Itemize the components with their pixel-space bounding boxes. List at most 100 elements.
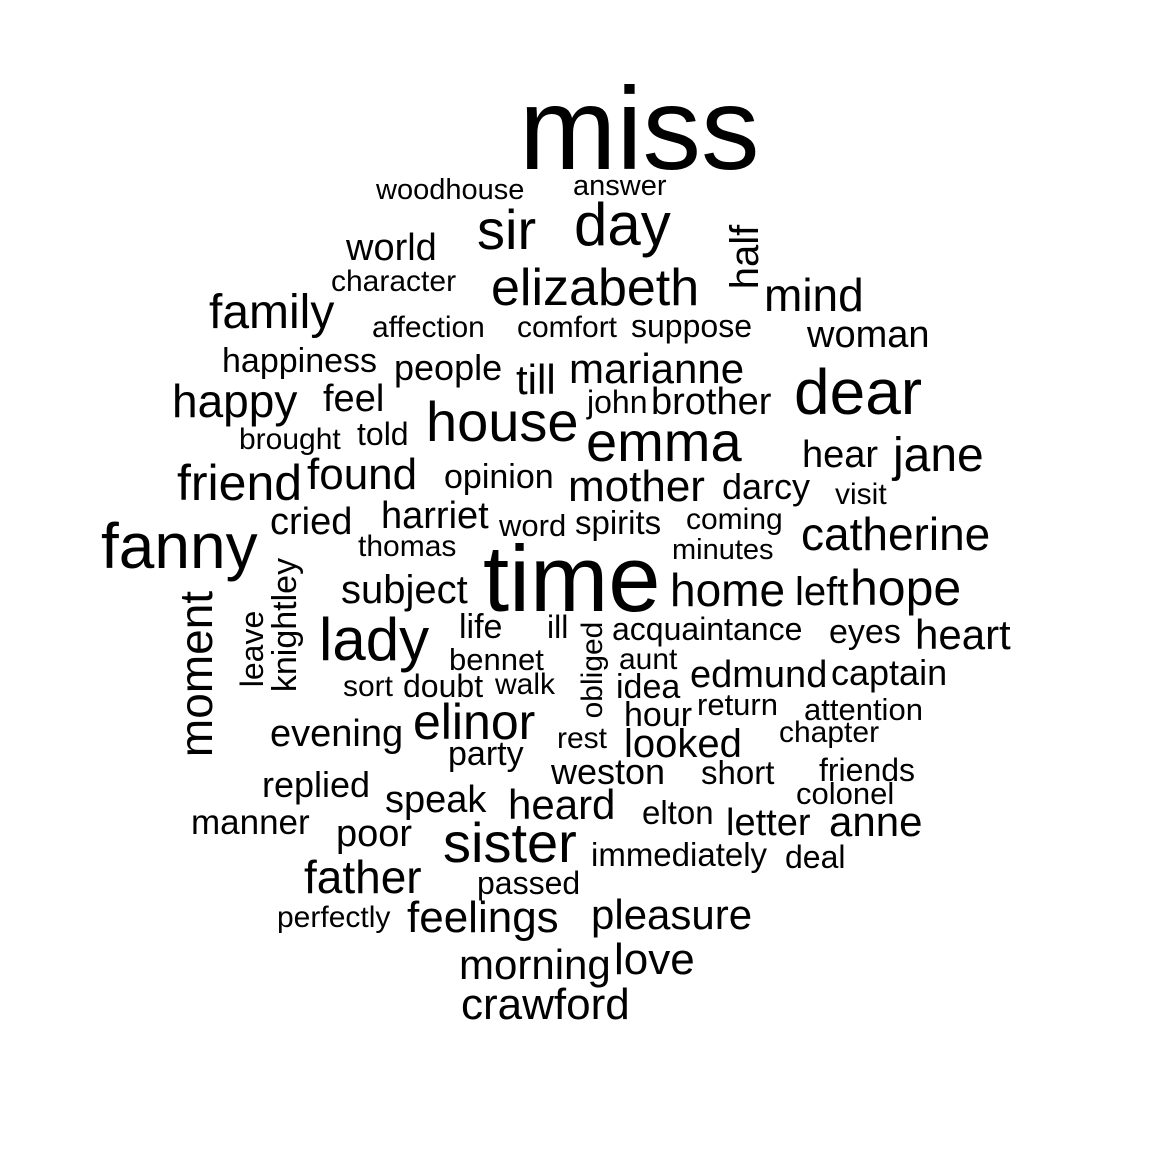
word-edmund: edmund — [690, 654, 828, 696]
word-hour: hour — [624, 696, 693, 734]
word-father: father — [304, 851, 422, 903]
word-minutes: minutes — [672, 534, 774, 566]
word-till: till — [516, 356, 556, 403]
word-pleasure: pleasure — [591, 891, 753, 938]
word-darcy: darcy — [722, 466, 811, 507]
word-people: people — [394, 347, 503, 388]
word-lady: lady — [319, 606, 430, 673]
word-fanny: fanny — [101, 510, 258, 582]
word-house: house — [426, 390, 579, 453]
word-evening: evening — [270, 713, 404, 755]
word-found: found — [307, 450, 418, 499]
word-knightley: knightley — [266, 557, 304, 693]
word-captain: captain — [831, 652, 948, 693]
word-cried: cried — [270, 501, 353, 543]
word-deal: deal — [785, 839, 846, 875]
word-doubt: doubt — [403, 668, 484, 704]
word-short: short — [701, 754, 775, 791]
word-weston: weston — [551, 751, 666, 792]
word-eyes: eyes — [829, 613, 901, 651]
word-affection: affection — [372, 311, 485, 344]
word-suppose: suppose — [631, 308, 752, 344]
word-idea: idea — [616, 668, 681, 706]
word-answer: answer — [573, 170, 667, 202]
word-brother: brother — [651, 381, 772, 423]
word-mother: mother — [568, 462, 705, 511]
word-happiness: happiness — [222, 342, 378, 380]
word-woodhouse: woodhouse — [376, 174, 525, 206]
word-morning: morning — [459, 941, 611, 988]
word-elton: elton — [642, 794, 714, 831]
word-brought: brought — [239, 423, 341, 456]
word-dear: dear — [794, 356, 923, 428]
word-elinor: elinor — [413, 694, 536, 750]
word-opinion: opinion — [444, 458, 554, 496]
word-hope: hope — [850, 560, 962, 616]
word-john: john — [587, 384, 648, 420]
word-family: family — [209, 286, 335, 339]
word-immediately: immediately — [591, 836, 768, 873]
word-friend: friend — [177, 455, 303, 511]
word-half: half — [723, 224, 767, 290]
word-harriet: harriet — [381, 495, 489, 537]
word-sort: sort — [343, 670, 394, 703]
word-speak: speak — [385, 779, 487, 821]
word-feelings: feelings — [407, 893, 559, 942]
word-friends: friends — [819, 752, 916, 788]
word-manner: manner — [191, 803, 310, 842]
word-coming: coming — [686, 503, 783, 536]
word-attention: attention — [804, 692, 923, 727]
word-miss: miss — [519, 63, 760, 194]
word-life: life — [459, 608, 503, 646]
word-rest: rest — [557, 722, 608, 755]
word-home: home — [670, 564, 786, 616]
word-comfort: comfort — [517, 311, 618, 344]
word-passed: passed — [477, 865, 581, 901]
word-perfectly: perfectly — [277, 901, 391, 934]
word-spirits: spirits — [575, 504, 662, 541]
word-crawford: crawford — [461, 980, 630, 1029]
word-looked: looked — [624, 722, 742, 766]
word-subject: subject — [341, 568, 468, 612]
word-hear: hear — [802, 434, 879, 476]
word-mind: mind — [764, 269, 864, 321]
word-chapter: chapter — [779, 716, 880, 749]
word-emma: emma — [586, 410, 742, 473]
word-sir: sir — [477, 198, 537, 261]
word-jane: jane — [893, 429, 984, 482]
word-marianne: marianne — [569, 345, 745, 392]
word-acquaintance: acquaintance — [612, 611, 803, 647]
word-day: day — [574, 191, 671, 258]
word-letter: letter — [726, 802, 811, 844]
word-party: party — [448, 735, 524, 773]
word-moment: moment — [170, 590, 222, 758]
word-elizabeth: elizabeth — [491, 259, 700, 317]
word-anne: anne — [829, 798, 923, 845]
word-time: time — [483, 526, 661, 631]
word-told: told — [357, 416, 409, 452]
word-heard: heard — [508, 781, 616, 828]
word-character: character — [331, 265, 457, 298]
word-world: world — [346, 227, 437, 269]
word-obliged: obliged — [576, 621, 609, 719]
word-left: left — [795, 570, 849, 614]
word-catherine: catherine — [801, 508, 991, 560]
word-word: word — [499, 508, 567, 543]
word-love: love — [614, 935, 695, 984]
word-visit: visit — [835, 478, 887, 511]
word-leave: leave — [234, 610, 270, 688]
word-replied: replied — [262, 764, 371, 805]
word-colonel: colonel — [796, 776, 895, 811]
word-woman: woman — [807, 314, 930, 356]
word-return: return — [697, 687, 778, 722]
word-poor: poor — [336, 813, 413, 855]
word-thomas: thomas — [358, 530, 457, 563]
word-feel: feel — [323, 378, 385, 420]
word-sister: sister — [443, 811, 577, 874]
word-aunt: aunt — [619, 643, 678, 676]
word-happy: happy — [172, 375, 298, 427]
word-heart: heart — [915, 611, 1011, 658]
word-walk: walk — [495, 668, 556, 701]
word-ill: ill — [547, 609, 569, 645]
